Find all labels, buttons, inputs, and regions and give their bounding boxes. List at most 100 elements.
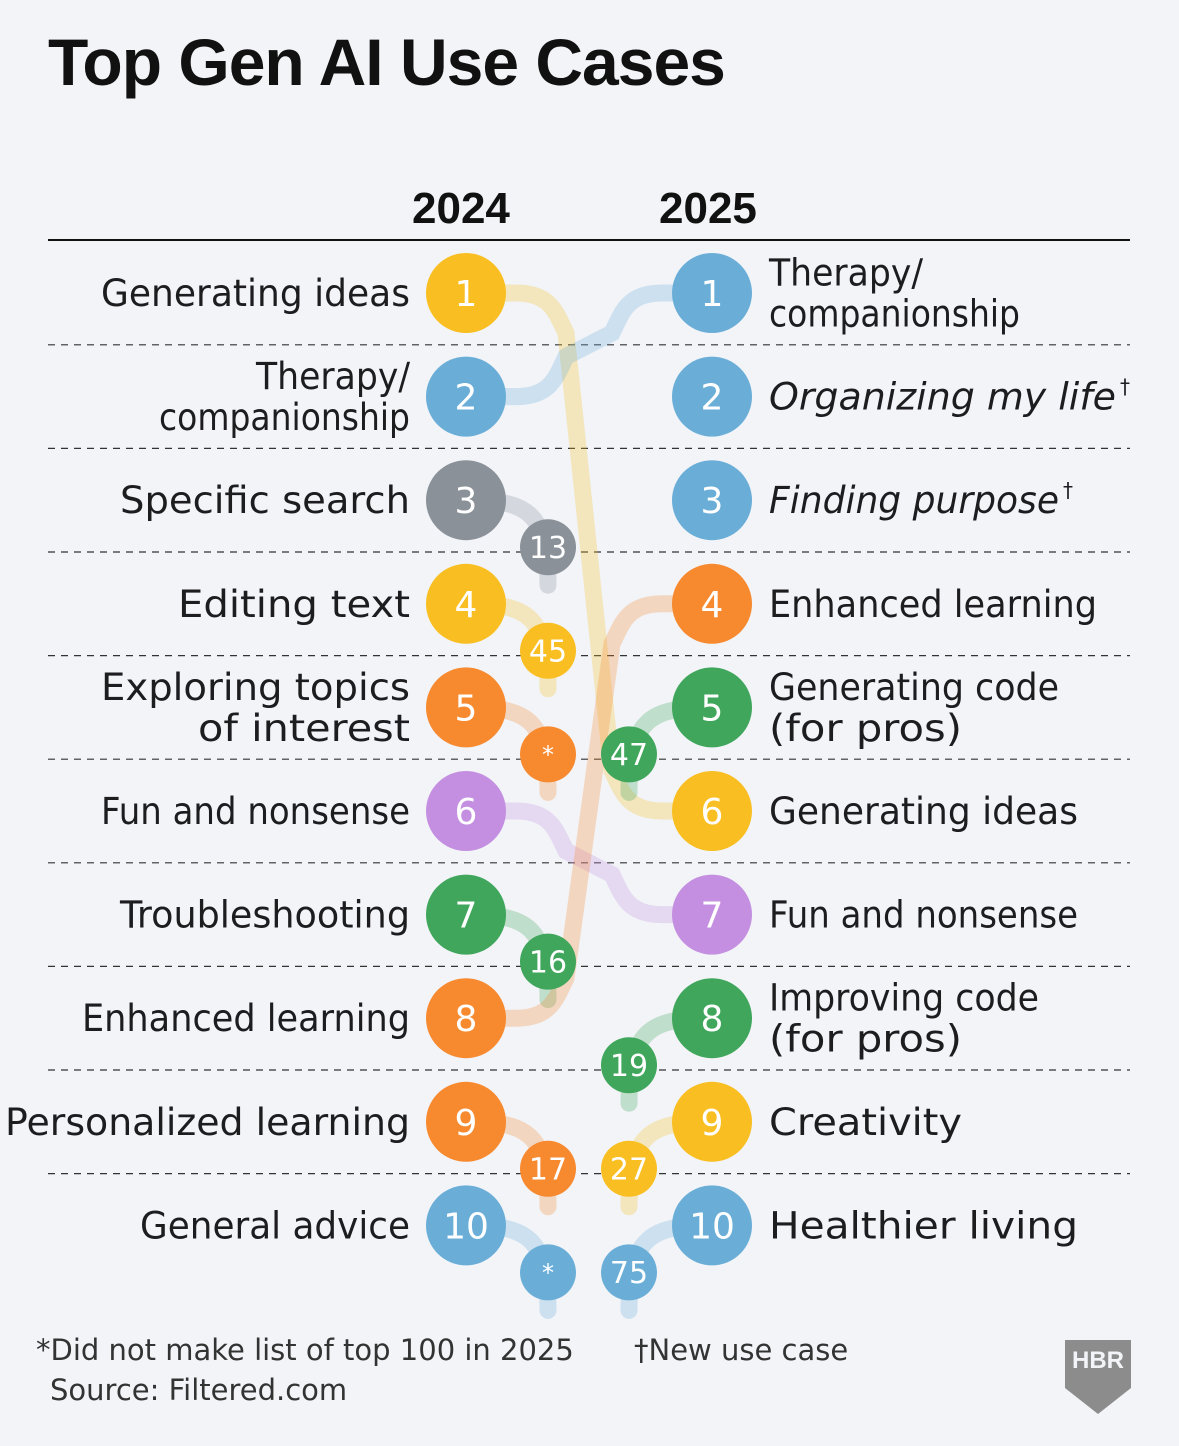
label-2025: Creativity	[769, 1101, 962, 1144]
year-2024-header: 2024	[412, 184, 510, 233]
new-use-case-marker: †	[1120, 375, 1130, 399]
rank-2024-4-label: 4	[455, 585, 478, 626]
old-rank-2024-75-circle	[601, 1244, 657, 1301]
rank-2025-4-label: 4	[701, 585, 724, 626]
label-2024: companionship	[159, 396, 410, 439]
new-rank-2025-17-circle	[520, 1140, 576, 1197]
new-rank-2025-13-circle	[520, 519, 576, 576]
rank-2024-2-label: 2	[455, 378, 478, 419]
rank-2025-4-circle	[672, 563, 752, 644]
rank-2025-7-label: 7	[701, 896, 724, 937]
rank-2025-3-circle	[672, 460, 752, 541]
rank-2025-10-circle	[672, 1185, 752, 1266]
label-2025: Generating ideas	[769, 790, 1078, 833]
old-rank-2024-19-label: 19	[610, 1049, 648, 1084]
rank-2024-3-label: 3	[455, 481, 478, 522]
footnote-new-use-case: †New use case	[634, 1333, 849, 1367]
rank-2025-5-label: 5	[701, 688, 724, 729]
label-2024: of interest	[198, 707, 410, 750]
rank-change-band	[457, 595, 721, 1027]
label-2025: companionship	[769, 293, 1020, 336]
label-2025: (for pros)	[769, 707, 962, 750]
rank-2024-9-circle	[426, 1081, 506, 1162]
rank-2025-9-circle	[672, 1081, 752, 1162]
rank-2025-5-circle	[672, 667, 752, 748]
label-2024: Enhanced learning	[82, 997, 410, 1040]
rank-2024-5-label: 5	[455, 688, 478, 729]
rank-2024-6-label: 6	[455, 792, 478, 833]
old-rank-2024-47-label: 47	[610, 738, 648, 773]
rank-2024-4-circle	[426, 563, 506, 644]
rank-2024-7-circle	[426, 874, 506, 955]
label-2024: Therapy/	[255, 355, 410, 398]
new-rank-2025-unlisted-circle	[520, 726, 576, 783]
chart-title: Top Gen AI Use Cases	[48, 25, 726, 99]
label-2025: Therapy/	[768, 252, 923, 295]
label-2024: General advice	[140, 1204, 410, 1247]
rank-2024-8-label: 8	[455, 999, 478, 1040]
old-rank-2024-47-circle	[601, 726, 657, 783]
old-rank-2024-75-label: 75	[610, 1256, 648, 1291]
new-rank-2025-unlisted-label: *	[542, 741, 554, 769]
label-2025: Finding purpose	[769, 479, 1059, 522]
rank-2025-6-circle	[672, 771, 752, 851]
rank-2024-1-label: 1	[455, 274, 478, 315]
rank-2025-8-label: 8	[701, 999, 724, 1040]
rank-2025-2-circle	[672, 356, 752, 437]
rank-2024-7-label: 7	[455, 896, 478, 937]
label-2025: Healthier living	[769, 1204, 1078, 1247]
hbr-logo: HBR	[1065, 1340, 1131, 1414]
label-2025: Enhanced learning	[769, 583, 1097, 626]
rank-2024-10-label: 10	[443, 1206, 489, 1247]
rank-2025-2-label: 2	[701, 378, 724, 419]
source-note: Source: Filtered.com	[50, 1373, 348, 1407]
rank-2025-7-circle	[672, 874, 752, 955]
rank-2024-6-circle	[426, 771, 506, 851]
rank-2025-8-circle	[672, 978, 752, 1059]
rank-change-band	[457, 802, 721, 924]
label-2025: (for pros)	[769, 1018, 962, 1061]
rank-2025-9-label: 9	[701, 1103, 724, 1144]
new-rank-2025-unlisted-circle	[520, 1244, 576, 1301]
rank-2024-10-circle	[426, 1185, 506, 1266]
label-2024: Editing text	[178, 583, 410, 626]
rank-2025-3-label: 3	[701, 481, 724, 522]
new-use-case-marker: †	[1063, 478, 1073, 502]
label-2025: Generating code	[769, 666, 1059, 709]
rank-2025-1-label: 1	[701, 274, 724, 315]
hbr-logo-text: HBR	[1072, 1347, 1124, 1374]
old-rank-2024-27-circle	[601, 1140, 657, 1197]
rank-2025-10-label: 10	[689, 1206, 735, 1247]
rank-2024-9-label: 9	[455, 1103, 478, 1144]
label-2025: Fun and nonsense	[769, 894, 1078, 937]
new-rank-2025-13-label: 13	[529, 531, 567, 566]
rank-2024-5-circle	[426, 667, 506, 748]
new-rank-2025-16-label: 16	[529, 945, 567, 980]
label-2024: Specific search	[120, 479, 410, 522]
label-2024: Exploring topics	[101, 666, 410, 709]
new-rank-2025-17-label: 17	[529, 1153, 567, 1188]
rank-change-band	[457, 284, 721, 406]
new-rank-2025-unlisted-label: *	[542, 1259, 554, 1287]
rank-2024-3-circle	[426, 460, 506, 541]
old-rank-2024-19-circle	[601, 1037, 657, 1094]
footnote-not-listed: *Did not make list of top 100 in 2025	[36, 1333, 574, 1367]
label-2024: Generating ideas	[101, 272, 410, 315]
rank-2025-1-circle	[672, 253, 752, 333]
rank-2024-8-circle	[426, 978, 506, 1059]
new-rank-2025-16-circle	[520, 933, 576, 990]
label-2024: Fun and nonsense	[101, 790, 410, 833]
label-2025: Improving code	[769, 977, 1039, 1020]
rank-2025-6-label: 6	[701, 792, 724, 833]
year-2025-header: 2025	[659, 184, 757, 233]
label-2024: Personalized learning	[5, 1101, 410, 1144]
rank-2024-1-circle	[426, 253, 506, 333]
label-2024: Troubleshooting	[119, 894, 410, 937]
label-2025: Organizing my life	[769, 376, 1116, 419]
new-rank-2025-45-label: 45	[529, 635, 567, 670]
new-rank-2025-45-circle	[520, 622, 576, 679]
old-rank-2024-27-label: 27	[610, 1153, 648, 1188]
rank-change-band	[457, 284, 721, 820]
rank-2024-2-circle	[426, 356, 506, 437]
